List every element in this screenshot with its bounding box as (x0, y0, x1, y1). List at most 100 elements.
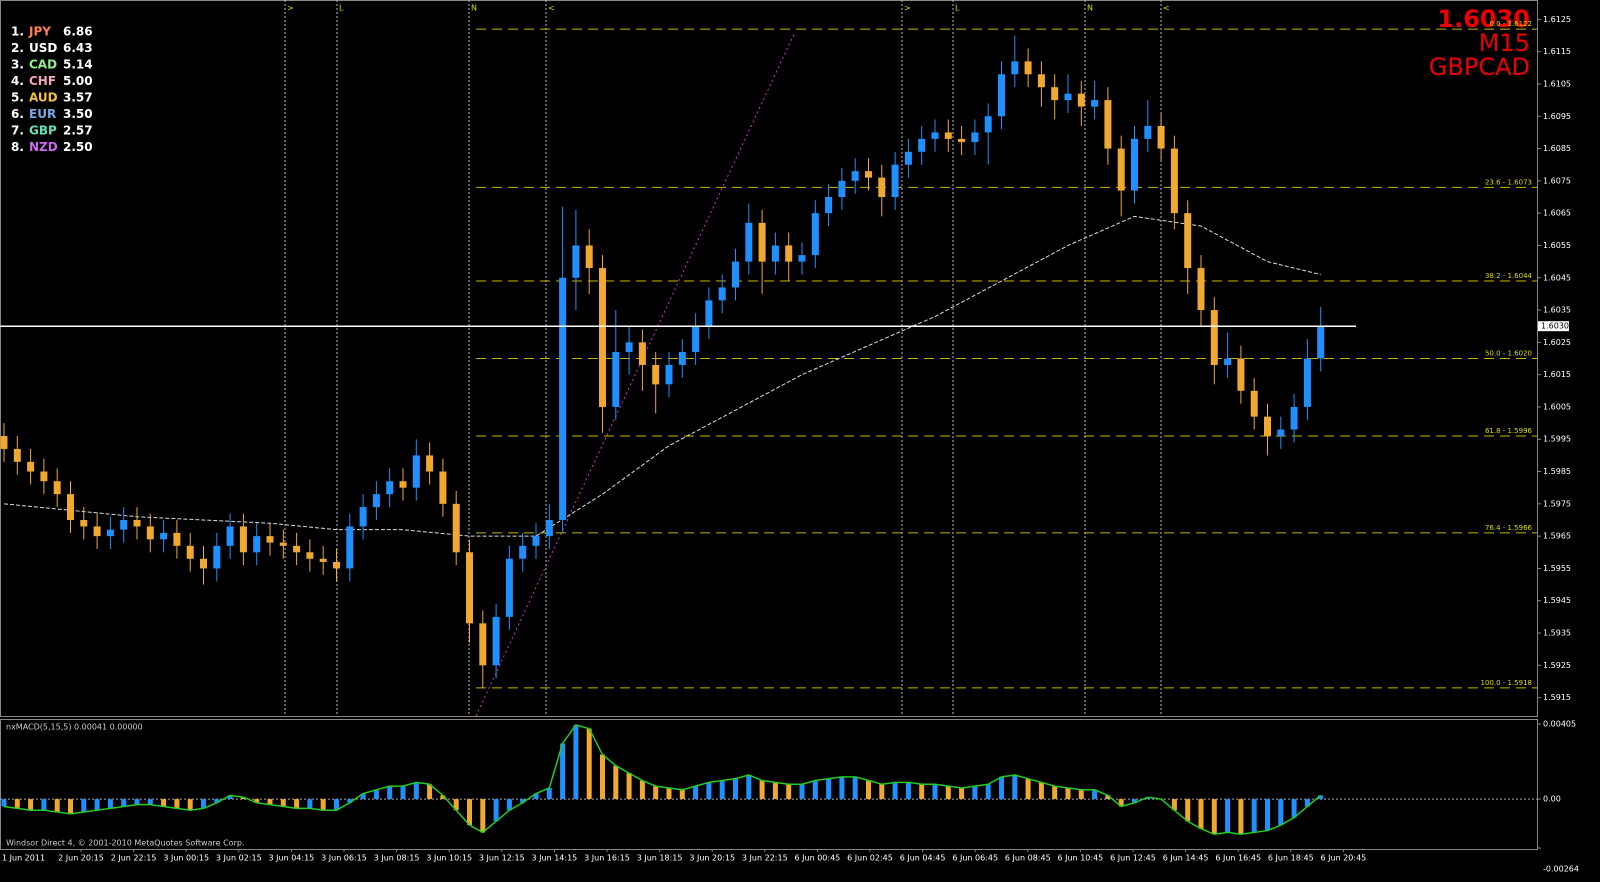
histogram-bar (134, 799, 140, 805)
candle-body (745, 222, 753, 262)
histogram-bar (240, 797, 246, 800)
histogram-bar (1065, 787, 1071, 800)
candle-body (67, 494, 74, 520)
candle-body (13, 448, 21, 462)
candle-body (1117, 148, 1125, 191)
candle-body (372, 494, 380, 508)
histogram-bar (1171, 799, 1177, 811)
histogram-bar (945, 786, 951, 800)
session-label: > (287, 4, 294, 13)
strength-rank: 6. (11, 107, 24, 121)
indicator-title: nxMACD(5,15,5) 0.00041 0.00000 (6, 723, 143, 732)
symbol-label: GBPCAD (1429, 53, 1530, 81)
candle-body (1157, 125, 1165, 149)
macd-line (3, 724, 1322, 836)
y-tick-label: 1.5945 (1543, 596, 1571, 605)
y-tick-label: 1.5955 (1543, 564, 1571, 573)
candle-body (426, 455, 434, 472)
fib-label: 50.0 - 1.6020 (1485, 350, 1532, 358)
histogram-bar (440, 795, 446, 800)
candle-body (160, 532, 168, 540)
fib-label: 61.8 - 1.5996 (1485, 427, 1533, 435)
strength-currency: CAD (29, 58, 57, 72)
histogram-bar (1291, 799, 1297, 818)
histogram-bar (493, 799, 499, 822)
x-tick-label: 3 Jun 10:15 (426, 854, 472, 863)
candle-body (559, 277, 567, 520)
candle-body (904, 151, 912, 165)
candle-body (785, 245, 793, 262)
candle-body (1237, 358, 1245, 391)
strength-rank: 8. (11, 140, 24, 154)
strength-value: 3.57 (63, 91, 93, 105)
copyright: Windsor Direct 4, © 2001-2010 MetaQuotes… (6, 839, 244, 848)
histogram-bar (267, 799, 273, 805)
histogram-bar (334, 799, 339, 811)
candle-body (851, 171, 859, 181)
candle-body (931, 132, 939, 139)
histogram-bar (905, 782, 911, 800)
histogram-bar (1198, 799, 1204, 829)
candle-body (27, 461, 35, 472)
strength-rank: 2. (11, 41, 24, 55)
candle-body (359, 507, 367, 527)
candle-body (306, 552, 314, 559)
candle-body (279, 542, 287, 546)
strength-currency: CHF (29, 74, 56, 88)
candle-body (133, 519, 141, 527)
histogram-bar (972, 786, 978, 800)
histogram-bar (400, 786, 406, 800)
session-label: L (339, 4, 344, 13)
strength-value: 6.43 (63, 41, 93, 55)
histogram-bar (639, 780, 645, 800)
candle-body (1051, 87, 1059, 101)
main-panel-border (0, 0, 1538, 717)
histogram-bar (799, 784, 805, 800)
candle-body (53, 481, 61, 495)
x-tick-label: 3 Jun 20:15 (689, 854, 735, 863)
histogram-bar (81, 799, 87, 813)
candle-body (319, 558, 327, 562)
x-tick-label: 6 Jun 16:45 (1215, 854, 1261, 863)
histogram-bar (387, 786, 393, 800)
strength-rank: 5. (11, 91, 24, 105)
strength-value: 5.14 (63, 58, 93, 72)
candle-body (891, 164, 899, 198)
x-tick-label: 6 Jun 06:45 (952, 854, 998, 863)
histogram-bar (1052, 786, 1058, 800)
session-label: N (1087, 4, 1093, 13)
histogram-bar (41, 799, 47, 811)
histogram-bar (1238, 799, 1244, 835)
x-tick-label: 6 Jun 18:45 (1268, 854, 1314, 863)
x-tick-label: 6 Jun 00:45 (795, 854, 841, 863)
histogram-bar (1118, 799, 1124, 807)
histogram-bar (746, 774, 752, 800)
candle-body (1277, 429, 1285, 437)
session-label: < (548, 4, 555, 13)
candle-body (1250, 390, 1258, 417)
candle-body (120, 519, 128, 530)
candle-body (346, 526, 354, 569)
histogram-bar (1132, 799, 1137, 803)
candle-body (1210, 310, 1218, 365)
current-price-label: 1.6030 (1541, 322, 1569, 331)
candle-body (705, 300, 713, 327)
candle-body (386, 481, 394, 495)
candle-body (439, 471, 447, 504)
candle-body (1091, 100, 1099, 107)
fib-label: 76.4 - 1.5966 (1485, 524, 1533, 532)
candle-body (293, 545, 301, 553)
candle-body (146, 526, 154, 540)
candle-body (811, 213, 819, 256)
histogram-bar (280, 799, 286, 807)
candle-body (412, 455, 420, 488)
candle-body (1037, 74, 1045, 88)
candle-body (944, 132, 952, 139)
candle-body (838, 180, 846, 198)
histogram-bar (826, 778, 832, 800)
x-tick-label: 3 Jun 08:15 (374, 854, 420, 863)
x-tick-label: 6 Jun 04:45 (900, 854, 946, 863)
